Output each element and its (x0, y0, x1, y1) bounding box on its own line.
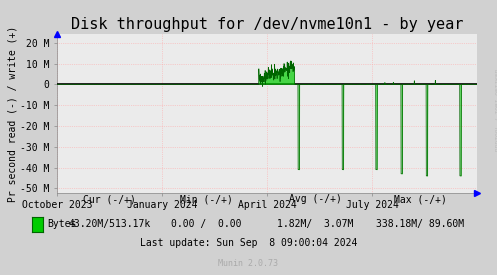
Text: Last update: Sun Sep  8 09:00:04 2024: Last update: Sun Sep 8 09:00:04 2024 (140, 238, 357, 248)
Text: Cur (-/+): Cur (-/+) (83, 194, 136, 204)
Title: Disk throughput for /dev/nvme10n1 - by year: Disk throughput for /dev/nvme10n1 - by y… (71, 17, 463, 32)
Text: 43.20M/513.17k: 43.20M/513.17k (68, 219, 151, 229)
Text: Munin 2.0.73: Munin 2.0.73 (219, 259, 278, 268)
Text: Min (-/+): Min (-/+) (180, 194, 233, 204)
Text: Bytes: Bytes (47, 219, 77, 229)
Y-axis label: Pr second read (-) / write (+): Pr second read (-) / write (+) (7, 25, 17, 202)
Text: 0.00 /  0.00: 0.00 / 0.00 (171, 219, 242, 229)
Text: 338.18M/ 89.60M: 338.18M/ 89.60M (376, 219, 464, 229)
Text: Avg (-/+): Avg (-/+) (289, 194, 342, 204)
Text: Max (-/+): Max (-/+) (394, 194, 446, 204)
Text: RRDTOOL / TOBI OETIKER: RRDTOOL / TOBI OETIKER (496, 69, 497, 151)
Text: 1.82M/  3.07M: 1.82M/ 3.07M (277, 219, 354, 229)
